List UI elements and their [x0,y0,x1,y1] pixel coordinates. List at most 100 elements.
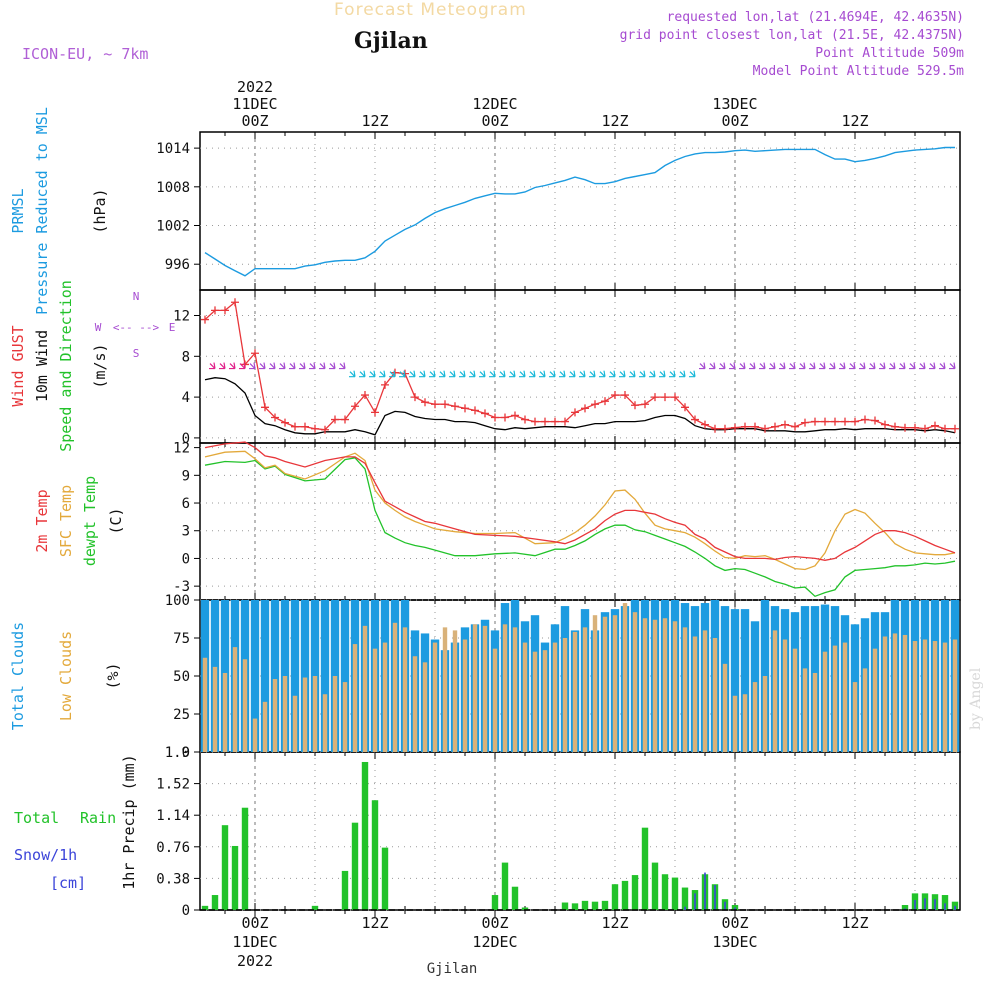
y-tick-label: 0 [182,903,190,919]
chart-title: Forecast Meteogram [334,0,527,20]
unit-c: (C) [107,507,125,534]
wind-barb [779,362,786,370]
wind-barb [769,362,776,370]
gust-marker [221,306,229,315]
low-cloud-bar [922,639,928,752]
gust-marker [821,417,829,426]
gust-marker [831,417,839,426]
gust-marker [251,349,259,358]
gust-marker [911,423,919,432]
gust-marker [741,422,749,431]
gust-marker [761,424,769,433]
y-tick-label: 100 [165,593,190,609]
gust-marker [301,422,309,431]
gust-marker [411,393,419,402]
gust-marker [521,415,529,424]
gust-marker [311,424,319,433]
low-cloud-bar [782,639,788,752]
gust-marker [601,397,609,406]
wind-barb [359,370,366,378]
compass-n: N [133,290,140,303]
y-tick-label: 0 [182,551,190,567]
ylabel-dewpt: dewpt Temp [81,476,99,566]
gust-marker [331,415,339,424]
low-cloud-bar [212,666,218,752]
low-cloud-bar [302,677,308,752]
gust-marker [261,403,269,412]
rain-bar [341,870,349,910]
panel-frame [199,131,961,291]
rain-bar [201,905,209,910]
low-cloud-bar [842,642,848,752]
y-tick-label: 1.9 [165,745,190,761]
gust-marker [501,413,509,422]
wind-barb [639,370,646,378]
y-tick-label: 0 [182,745,190,761]
rain-bar [221,825,229,910]
y-tick-label: 12 [173,309,190,325]
rain-bar [501,862,509,910]
y-tick-label: 25 [173,707,190,723]
gust-marker [271,413,279,422]
wind-barb [219,362,226,370]
wind-barb [809,362,816,370]
time-label-top: 13DEC [712,95,757,113]
gust-marker [381,380,389,389]
gust-line [204,300,955,431]
wind-barb [939,362,946,370]
low-cloud-bar [742,694,748,752]
wind-barb [879,362,886,370]
gust-marker [491,413,499,422]
gust-marker [211,306,219,315]
wind-barb [699,362,706,370]
panel-1: 0 4 8 12 [173,289,961,447]
low-cloud-bar [452,630,458,752]
gust-marker [351,402,359,411]
wind-barb [229,362,236,370]
time-label-bottom: 2022 [237,952,273,970]
low-cloud-bar [602,616,608,752]
wind-barb [679,370,686,378]
ylabel-sfc-temp: SFC Temp [57,485,75,557]
gust-marker [231,298,239,307]
time-label-top: 12Z [361,112,388,130]
gust-marker [871,416,879,425]
footer-location: Gjilan [427,961,478,977]
label-cm: [cm] [50,874,86,892]
gust-marker [641,400,649,409]
gust-marker [451,402,459,411]
wind-barb [729,362,736,370]
low-cloud-bar [682,627,688,752]
time-label-bottom: 00Z [241,914,268,932]
snow-bar [904,908,906,910]
gust-marker [801,418,809,427]
compass-s: S [133,347,140,360]
low-cloud-bar [902,634,908,752]
gust-marker [551,417,559,426]
y-tick-label: 0 [182,431,190,447]
wind-barb [429,370,436,378]
requested-coords: requested lon,lat (21.4694E, 42.4635N) [666,10,964,25]
rain-bar [581,900,589,910]
gust-marker [711,424,719,433]
label-rain: Rain [80,809,116,827]
snow-bar [704,872,706,910]
low-cloud-bar [772,630,778,752]
rain-bar [211,895,219,910]
y-tick-label: 1014 [156,141,190,157]
total-cloud-bar [340,600,350,752]
y-tick-label: 50 [173,669,190,685]
rain-bar [511,886,519,910]
y-tick-label: -3 [173,579,190,595]
wind-barb [439,370,446,378]
wind-barb [269,362,276,370]
low-cloud-bar [372,648,378,752]
total-cloud-bar [300,600,310,752]
ylabel-wind: 10m Wind [33,330,51,402]
y-tick-label: 3 [182,524,190,540]
wind-barb [799,362,806,370]
rain-bar [521,907,529,910]
point-altitude: Point Altitude 509m [815,46,964,61]
wind-barb [909,362,916,370]
